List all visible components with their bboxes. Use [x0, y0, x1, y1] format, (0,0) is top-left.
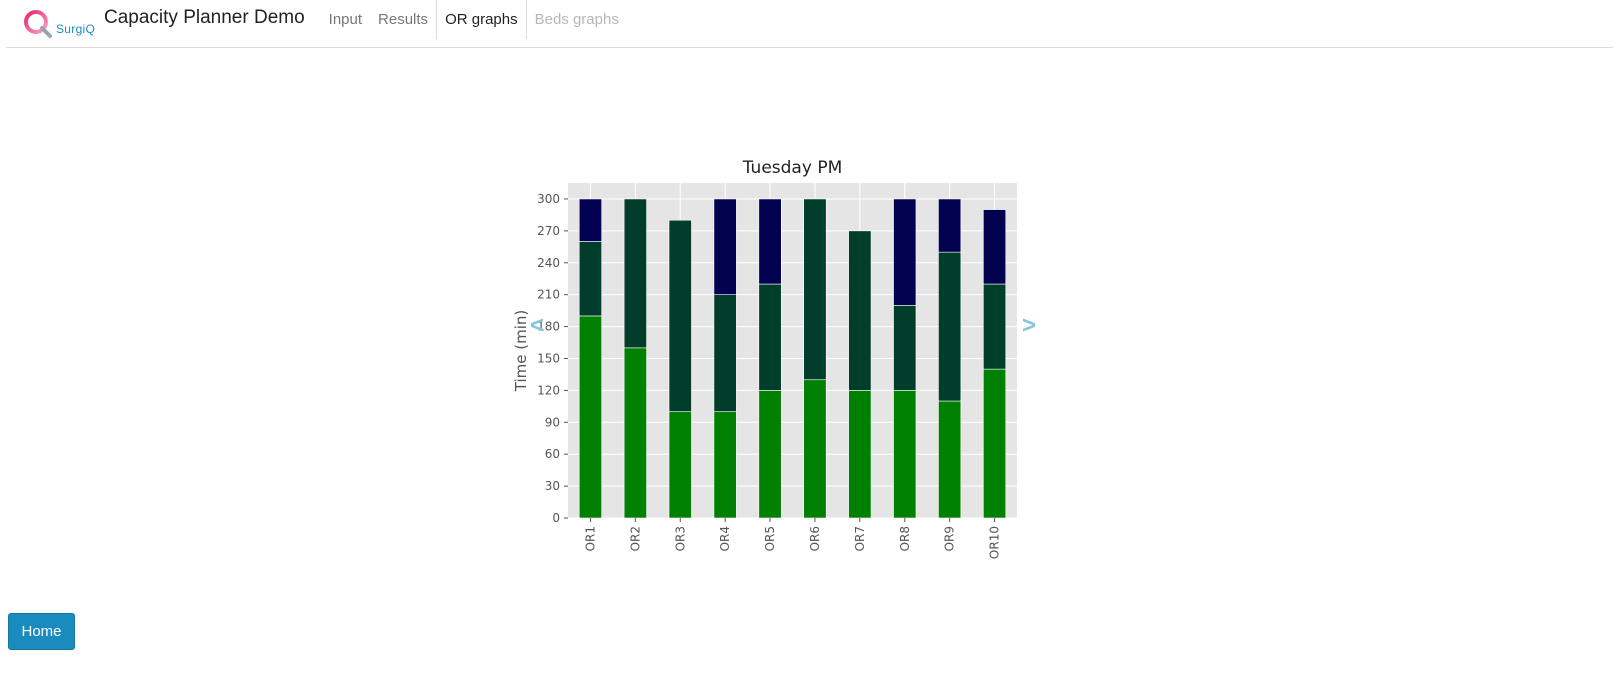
y-tick-label: 60 [545, 447, 560, 461]
y-tick-label: 90 [545, 415, 560, 429]
y-tick-label: 30 [545, 479, 560, 493]
bar-segment [713, 198, 737, 295]
bar-segment [803, 198, 827, 381]
x-tick-label: OR8 [898, 526, 912, 551]
y-tick-label: 300 [537, 192, 560, 206]
x-tick-label: OR9 [943, 526, 957, 551]
bar-segment [713, 294, 737, 412]
bar-segment [578, 241, 602, 317]
logo-text: SurgiQ [56, 21, 96, 36]
bar-segment [758, 198, 782, 285]
bar-segment [893, 390, 917, 519]
tab-input[interactable]: Input [328, 11, 363, 28]
bar-segment [938, 198, 962, 253]
bar-segment [803, 379, 827, 519]
tab-beds-graphs[interactable]: Beds graphs [534, 11, 619, 28]
tab-results[interactable]: Results [378, 11, 429, 28]
bar-segment [578, 198, 602, 242]
x-tick-label: OR7 [853, 526, 867, 551]
bar-segment [578, 315, 602, 519]
app-title: Capacity Planner Demo [104, 6, 305, 28]
x-tick-label: OR1 [583, 526, 597, 551]
stacked-bar-chart: 0 30 60 90 120 150 180 210 240 270 300 OR1 OR2 OR3 OR4… [512, 158, 1017, 559]
y-tick-label: 180 [537, 320, 560, 334]
bar-segment [893, 305, 917, 391]
bar-segment [848, 230, 872, 391]
bar-segment [758, 390, 782, 519]
x-tick-label: OR6 [808, 526, 822, 551]
bar-segment [623, 198, 647, 349]
y-tick-label: 120 [537, 383, 560, 397]
previous-chart-arrow[interactable]: < [530, 312, 545, 339]
home-button[interactable]: Home [8, 613, 75, 650]
bar-segment [983, 209, 1007, 285]
bar-segment [938, 400, 962, 519]
nav-tabs: Input Results OR graphs Beds graphs [321, 0, 627, 47]
next-chart-arrow[interactable]: > [1022, 312, 1037, 339]
bar-segment [983, 283, 1007, 370]
navbar: SurgiQ Capacity Planner Demo Input Resul… [6, 0, 1613, 48]
bar-segment [623, 347, 647, 519]
x-tick-label: OR2 [628, 526, 642, 551]
y-axis-label: Time (min) [512, 310, 530, 392]
surgiq-logo: SurgiQ [22, 4, 102, 44]
y-tick-label: 270 [537, 224, 560, 238]
chart-container: 0 30 60 90 120 150 180 210 240 270 300 OR1 OR2 OR3 OR4… [500, 150, 1060, 570]
x-tick-label: OR3 [673, 526, 687, 551]
bar-segment [938, 251, 962, 402]
chart-title: Tuesday PM [742, 158, 843, 178]
surgiq-logo-icon [24, 9, 52, 38]
bar-segment [893, 198, 917, 306]
x-tick-label: OR10 [988, 526, 1002, 559]
y-tick-label: 0 [552, 511, 560, 525]
x-tick-label: OR4 [718, 526, 732, 551]
bar-segment [668, 411, 692, 519]
tab-or-graphs[interactable]: OR graphs [436, 0, 527, 39]
bar-segment [713, 411, 737, 519]
bar-segment [758, 283, 782, 391]
x-tick-label: OR5 [763, 526, 777, 551]
y-tick-label: 210 [537, 288, 560, 302]
y-tick-label: 240 [537, 256, 560, 270]
bar-segment [668, 219, 692, 412]
bar-segment [848, 390, 872, 519]
bar-segment [983, 368, 1007, 519]
brand[interactable]: SurgiQ Capacity Planner Demo [22, 0, 321, 47]
y-tick-label: 150 [537, 351, 560, 365]
